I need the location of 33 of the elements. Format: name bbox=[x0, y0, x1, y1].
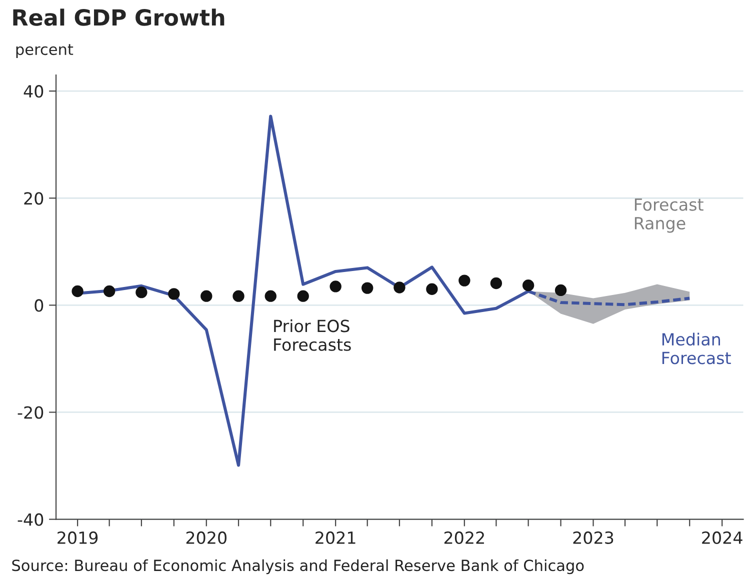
series-label: Median Forecast bbox=[662, 332, 731, 364]
x-tick-label: 2023 bbox=[573, 531, 614, 544]
y-tick-label: 20 bbox=[24, 192, 44, 205]
point bbox=[136, 286, 148, 298]
point bbox=[330, 280, 342, 292]
series-label: Prior EOS Forecasts bbox=[274, 319, 351, 351]
y-tick-label: -40 bbox=[18, 513, 44, 526]
chart-title: Real GDP Growth bbox=[13, 8, 224, 26]
point bbox=[168, 288, 180, 300]
point bbox=[490, 277, 502, 290]
point bbox=[297, 290, 309, 302]
x-tick-label: 2020 bbox=[186, 531, 226, 544]
point bbox=[362, 282, 374, 294]
x-tick-label: 2024 bbox=[702, 531, 742, 544]
point bbox=[426, 283, 438, 295]
y-tick-label: 0 bbox=[34, 299, 44, 312]
point bbox=[232, 290, 244, 302]
x-tick-label: 2021 bbox=[316, 531, 356, 544]
source-note: Source: Bureau of Economic Analysis and Federal Reserve Bank of Chicago bbox=[12, 559, 584, 574]
y-tick-label: -20 bbox=[18, 406, 44, 419]
point bbox=[458, 274, 470, 286]
point bbox=[200, 290, 212, 302]
point bbox=[522, 280, 534, 292]
y-axis-title: percent bbox=[16, 44, 74, 58]
point bbox=[103, 285, 116, 298]
annotation: Forecast Range bbox=[634, 198, 704, 233]
point bbox=[264, 290, 276, 302]
point bbox=[72, 285, 84, 298]
x-tick-label: 2019 bbox=[58, 531, 98, 544]
x-tick-label: 2022 bbox=[444, 531, 484, 544]
y-tick-label: 40 bbox=[24, 85, 44, 98]
point bbox=[554, 284, 567, 296]
point bbox=[394, 282, 406, 294]
